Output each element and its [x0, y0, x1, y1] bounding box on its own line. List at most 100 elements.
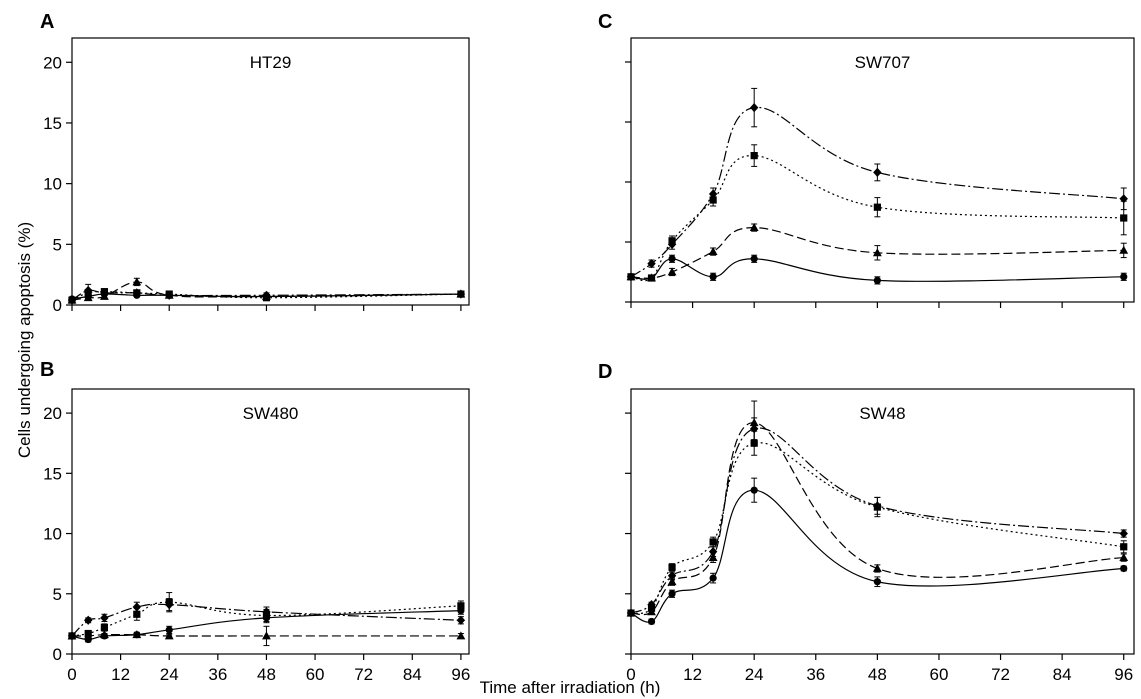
series-diamond-a — [67, 283, 466, 305]
data-point-triangle — [667, 577, 677, 586]
data-point-square — [1120, 543, 1128, 551]
panel-title-b: SW480 — [243, 404, 299, 423]
data-point-diamond — [456, 615, 466, 625]
x-tick-label: 36 — [208, 665, 227, 684]
panel-c: C SW707 — [598, 11, 1135, 308]
data-point-diamond — [132, 288, 142, 298]
data-point-circle — [1120, 564, 1128, 573]
data-point-triangle — [132, 630, 142, 639]
data-point-diamond — [100, 288, 109, 298]
x-tick-label: 24 — [160, 665, 179, 684]
x-tick-label: 96 — [451, 665, 470, 684]
data-point-square — [647, 274, 656, 282]
data-point-circle — [709, 273, 717, 281]
data-point-triangle — [456, 631, 466, 640]
series-line-diamond — [630, 106, 1124, 278]
data-point-diamond — [647, 600, 656, 610]
data-point-diamond — [708, 547, 718, 557]
panel-a: A HT29 0 5 10 15 20 — [40, 11, 470, 315]
plot-frame-a — [71, 37, 470, 306]
data-point-circle — [668, 590, 676, 598]
data-point-square — [84, 629, 92, 638]
x-tick-label: 0 — [626, 665, 635, 684]
x-tick-label: 24 — [745, 665, 764, 684]
data-point-square — [457, 602, 465, 610]
series-line-square — [630, 154, 1124, 282]
data-point-square — [668, 563, 676, 571]
x-tick-label: 0 — [67, 665, 76, 684]
y-tick-label: 5 — [53, 585, 62, 604]
data-point-triangle — [164, 631, 174, 640]
series-circle-d — [627, 477, 1128, 626]
x-axis-label: Time after irradiation (h) — [480, 678, 661, 697]
data-point-triangle — [100, 630, 109, 639]
x-tick-label: 96 — [1114, 665, 1133, 684]
data-point-square — [750, 152, 758, 160]
series-diamond-d — [626, 417, 1128, 618]
data-point-diamond — [1119, 528, 1128, 539]
data-point-diamond — [84, 285, 93, 296]
x-tick-label: 72 — [991, 665, 1010, 684]
data-point-diamond — [1119, 194, 1128, 204]
data-point-circle — [1120, 273, 1128, 281]
panel-letter-d: D — [598, 361, 612, 383]
data-point-triangle — [262, 631, 271, 640]
series-triangle-c — [626, 223, 1129, 282]
x-tick-label: 84 — [1053, 665, 1072, 684]
data-point-circle — [750, 486, 758, 494]
series-triangle-b — [67, 625, 466, 647]
x-tick-label: 36 — [806, 665, 825, 684]
data-point-diamond — [100, 613, 109, 623]
plot-frame-b — [71, 388, 470, 655]
panel-d: D SW48 0 12 24 36 48 60 72 84 96 — [598, 361, 1135, 684]
panel-letter-a: A — [40, 11, 54, 33]
data-point-triangle — [83, 293, 93, 302]
series-diamond-c — [626, 87, 1128, 282]
data-point-diamond — [667, 571, 677, 581]
y-tick-label: 20 — [43, 53, 62, 72]
data-point-diamond — [67, 295, 77, 305]
data-point-triangle — [1119, 245, 1129, 254]
series-line-square — [630, 442, 1124, 615]
series-line-triangle — [630, 226, 1124, 279]
data-point-circle — [668, 255, 676, 263]
series-line-diamond — [630, 427, 1124, 614]
data-point-circle — [750, 255, 758, 263]
y-tick-label: 15 — [43, 464, 62, 483]
series-line-circle — [630, 489, 1124, 623]
series-line-triangle — [630, 422, 1124, 616]
panel-letter-c: C — [598, 11, 612, 33]
data-point-diamond — [262, 290, 271, 300]
y-tick-label: 5 — [53, 235, 62, 254]
x-tick-label: 12 — [111, 665, 130, 684]
data-point-circle — [709, 574, 717, 582]
data-point-diamond — [667, 239, 677, 249]
data-point-triangle — [708, 247, 718, 255]
x-tick-label: 60 — [306, 665, 325, 684]
data-point-diamond — [708, 189, 718, 199]
panel-title-c: SW707 — [855, 53, 911, 72]
data-point-diamond — [456, 289, 466, 299]
data-point-diamond — [749, 424, 759, 434]
plot-frame-c — [630, 37, 1135, 303]
data-point-diamond — [262, 607, 271, 617]
data-point-triangle — [708, 553, 718, 562]
data-point-circle — [647, 617, 656, 626]
y-axis-label: Cells undergoing apoptosis (%) — [15, 222, 34, 458]
y-tick-label: 0 — [53, 645, 62, 664]
data-point-diamond — [84, 615, 93, 625]
data-point-diamond — [647, 259, 656, 269]
panel-b: B SW480 0 5 10 15 20 0 12 24 36 48 60 72 84 96 — [40, 359, 470, 684]
data-point-square — [1120, 214, 1128, 222]
data-point-square — [750, 439, 758, 447]
panel-title-a: HT29 — [250, 53, 292, 72]
data-point-diamond — [873, 501, 882, 511]
x-tick-label: 12 — [683, 665, 702, 684]
y-tick-label: 0 — [53, 296, 62, 315]
y-tick-label: 10 — [43, 175, 62, 194]
data-point-diamond — [873, 167, 882, 177]
series-square-d — [627, 430, 1128, 617]
data-point-diamond — [626, 272, 636, 282]
data-point-square — [133, 610, 141, 618]
